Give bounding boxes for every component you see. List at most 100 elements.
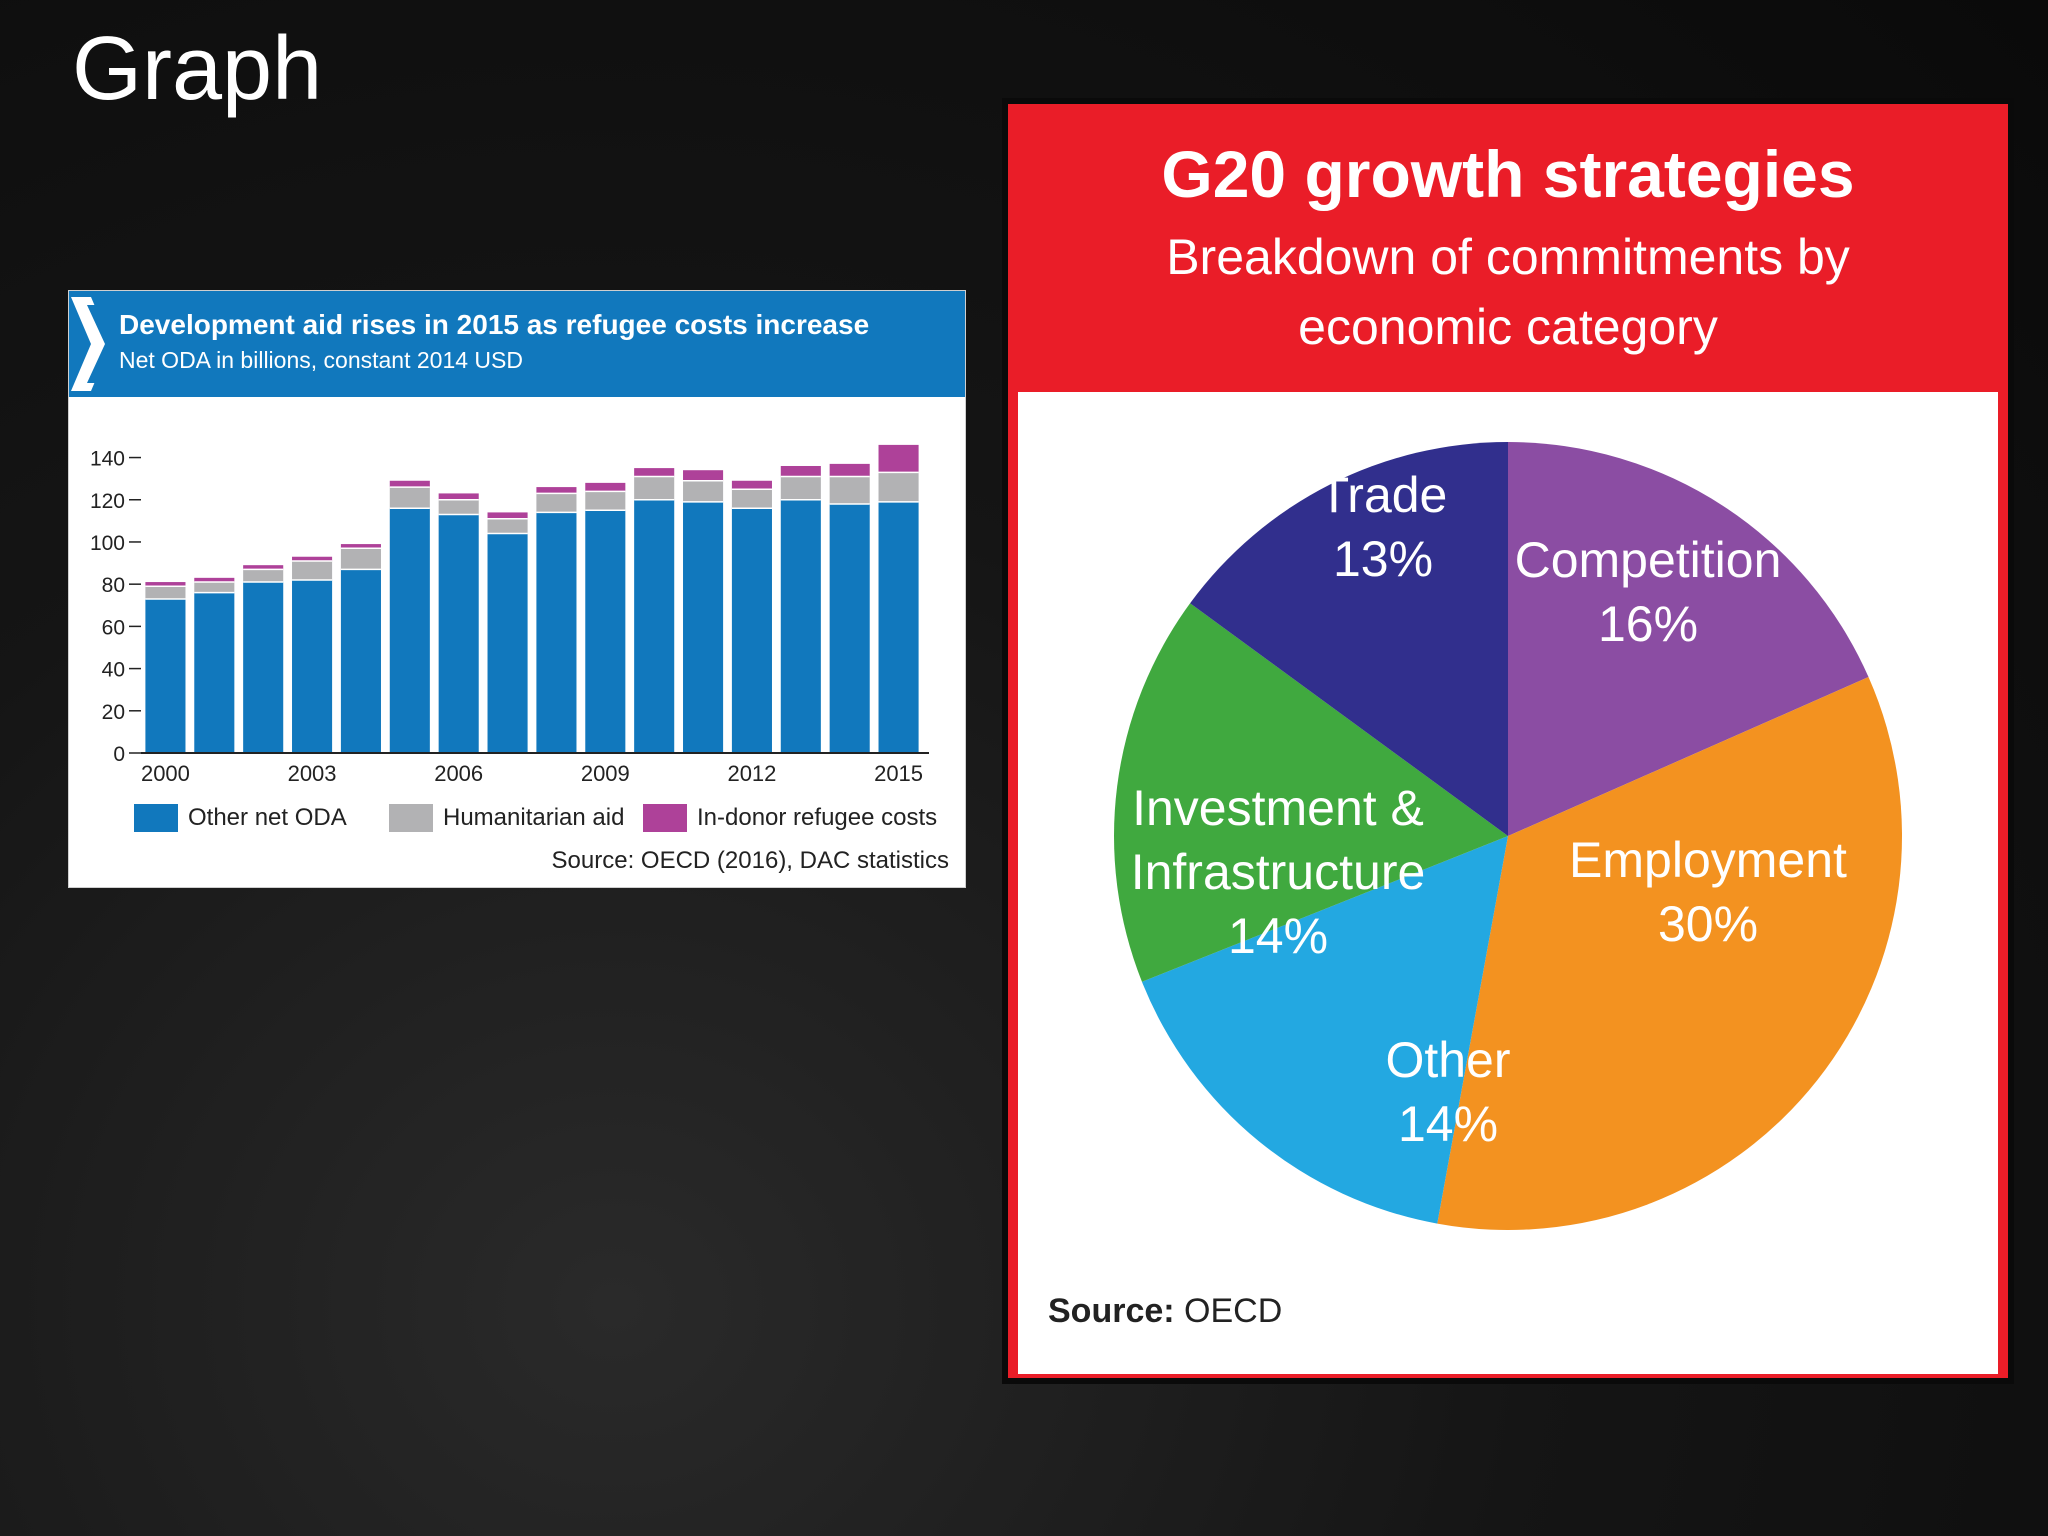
pie-value-label: 30% xyxy=(1658,896,1758,952)
x-tick-label: 2015 xyxy=(874,761,923,786)
g20-source-label: Source: xyxy=(1048,1292,1175,1330)
pie-value-label: 16% xyxy=(1598,596,1698,652)
pie-label-trade: Trade 13% xyxy=(1319,467,1448,587)
bar-in-donor-refugee-costs-2007 xyxy=(487,512,528,519)
x-tick-label: 2006 xyxy=(434,761,483,786)
pie-category-label: Trade xyxy=(1319,467,1448,523)
bar-humanitarian-aid-2010 xyxy=(634,476,675,500)
bar-other-net-oda-2002 xyxy=(243,582,284,753)
y-tick-label: 60 xyxy=(102,616,125,639)
legend-swatch-humanitarian-aid xyxy=(389,804,433,832)
pie-category-label: Employment xyxy=(1569,832,1847,888)
bar-in-donor-refugee-costs-2011 xyxy=(683,470,724,481)
pie-slice-employment xyxy=(1437,677,1902,1230)
legend-label: In-donor refugee costs xyxy=(697,804,938,831)
bar-humanitarian-aid-2013 xyxy=(780,476,821,500)
pie-label-other: Other 14% xyxy=(1385,1032,1510,1152)
oda-chart-panel: Development aid rises in 2015 as refugee… xyxy=(68,290,966,888)
oda-chart-subtitle: Net ODA in billions, constant 2014 USD xyxy=(119,347,523,373)
bar-other-net-oda-2001 xyxy=(194,592,235,753)
bar-other-net-oda-2003 xyxy=(292,579,333,753)
pie-value-label: 14% xyxy=(1228,908,1328,964)
legend-swatch-other-net-oda xyxy=(134,804,178,832)
bar-other-net-oda-2012 xyxy=(731,508,772,753)
y-tick-label: 100 xyxy=(90,532,125,555)
bar-in-donor-refugee-costs-2009 xyxy=(585,482,626,492)
g20-chart-panel: G20 growth strategies Breakdown of commi… xyxy=(1002,98,2014,1384)
y-tick-label: 140 xyxy=(90,448,125,471)
legend-swatch-in-donor-refugee-costs xyxy=(643,804,687,832)
oda-chart-title: Development aid rises in 2015 as refugee… xyxy=(119,309,870,340)
bar-humanitarian-aid-2014 xyxy=(829,476,870,504)
g20-chart-source: Source: OECD xyxy=(1048,1292,1282,1331)
pie-slice-competition xyxy=(1508,442,1869,836)
bar-other-net-oda-2006 xyxy=(438,514,479,753)
x-tick-label: 2009 xyxy=(581,761,630,786)
pie-slice-investment-infrastructure xyxy=(1114,603,1508,982)
bar-in-donor-refugee-costs-2005 xyxy=(389,480,430,488)
bar-in-donor-refugee-costs-2006 xyxy=(438,493,479,500)
y-tick-label: 0 xyxy=(113,743,125,766)
y-tick-label: 120 xyxy=(90,490,125,513)
bar-in-donor-refugee-costs-2003 xyxy=(292,556,333,561)
pie-category-label: Other xyxy=(1385,1032,1510,1088)
pie-slice-other xyxy=(1141,836,1508,1224)
bar-humanitarian-aid-2007 xyxy=(487,518,528,534)
bar-in-donor-refugee-costs-2000 xyxy=(145,582,186,587)
pie-category-label: Competition xyxy=(1515,532,1782,588)
bar-other-net-oda-2011 xyxy=(683,501,724,753)
bar-other-net-oda-2007 xyxy=(487,533,528,753)
g20-pie-chart: Competition16%Employment30%Other14%Inves… xyxy=(1114,442,1902,1230)
oda-bar-chart: 0 20 40 60 80 100 120 140 2000 2003 2006 2009 2012 20… xyxy=(90,444,929,786)
bar-in-donor-refugee-costs-2008 xyxy=(536,487,577,494)
legend-label: Other net ODA xyxy=(188,804,347,831)
pie-label-competition: Competition 16% xyxy=(1515,532,1782,652)
bar-other-net-oda-2005 xyxy=(389,508,430,753)
bar-other-net-oda-2010 xyxy=(634,499,675,753)
x-tick-label: 2003 xyxy=(288,761,337,786)
bar-humanitarian-aid-2008 xyxy=(536,493,577,513)
pie-label-employment: Employment 30% xyxy=(1569,832,1847,952)
g20-source-value: OECD xyxy=(1184,1292,1283,1330)
bar-humanitarian-aid-2012 xyxy=(731,489,772,509)
chevron-logo-icon xyxy=(71,297,117,391)
bar-other-net-oda-2015 xyxy=(878,501,919,753)
bar-in-donor-refugee-costs-2013 xyxy=(780,465,821,477)
bar-humanitarian-aid-2004 xyxy=(340,548,381,570)
pie-value-label: 14% xyxy=(1398,1096,1498,1152)
g20-chart-body: Competition 16% Employment 30% Other 14% Inves… xyxy=(1018,392,1998,1374)
bar-in-donor-refugee-costs-2004 xyxy=(340,544,381,549)
bar-other-net-oda-2004 xyxy=(340,569,381,753)
bar-humanitarian-aid-2009 xyxy=(585,491,626,511)
pie-category-label: Investment & xyxy=(1132,780,1424,836)
legend-item-in-donor-refugee-costs: In-donor refugee costs xyxy=(643,803,937,833)
bar-in-donor-refugee-costs-2015 xyxy=(878,444,919,473)
bar-in-donor-refugee-costs-2001 xyxy=(194,577,235,583)
x-tick-label: 2012 xyxy=(727,761,776,786)
legend-label: Humanitarian aid xyxy=(443,804,625,831)
bar-in-donor-refugee-costs-2010 xyxy=(634,468,675,477)
bar-in-donor-refugee-costs-2014 xyxy=(829,463,870,477)
oda-chart-source: Source: OECD (2016), DAC statistics xyxy=(551,847,949,874)
bar-other-net-oda-2013 xyxy=(780,499,821,753)
pie-label-investment-infrastructure: Investment & Infrastructure 14% xyxy=(1131,780,1426,964)
legend-item-other-net-oda: Other net ODA xyxy=(134,803,347,833)
y-tick-label: 80 xyxy=(102,574,125,597)
bar-humanitarian-aid-2011 xyxy=(683,480,724,502)
pie-value-label: 13% xyxy=(1333,531,1433,587)
g20-chart-title: G20 growth strategies xyxy=(1161,137,1855,211)
oda-chart-header: Development aid rises in 2015 as refugee… xyxy=(69,291,965,397)
bar-in-donor-refugee-costs-2012 xyxy=(731,480,772,490)
bar-other-net-oda-2000 xyxy=(145,598,186,753)
legend-item-humanitarian-aid: Humanitarian aid xyxy=(389,803,624,833)
bar-humanitarian-aid-2000 xyxy=(145,586,186,599)
bar-other-net-oda-2014 xyxy=(829,503,870,753)
bar-humanitarian-aid-2005 xyxy=(389,487,430,509)
y-tick-label: 40 xyxy=(102,659,125,682)
g20-chart-subtitle: Breakdown of commitments by economic cat… xyxy=(1166,229,1850,355)
bar-other-net-oda-2009 xyxy=(585,510,626,753)
bar-humanitarian-aid-2002 xyxy=(243,569,284,583)
bar-humanitarian-aid-2006 xyxy=(438,499,479,515)
bar-in-donor-refugee-costs-2002 xyxy=(243,565,284,570)
bar-humanitarian-aid-2015 xyxy=(878,472,919,502)
